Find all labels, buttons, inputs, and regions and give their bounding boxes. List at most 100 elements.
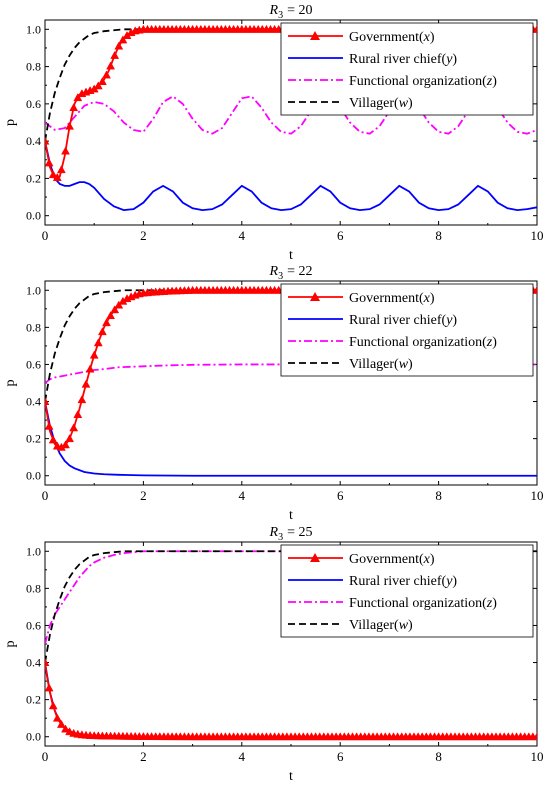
legend-label-w: Villager(w) bbox=[349, 357, 413, 372]
series-marker-x bbox=[65, 121, 75, 130]
legend-label-x: Government(x) bbox=[349, 30, 435, 45]
legend-label-x: Government(x) bbox=[349, 291, 435, 306]
series-line-z bbox=[45, 363, 537, 384]
series-marker-x bbox=[532, 24, 537, 33]
title-value: = 20 bbox=[287, 3, 312, 18]
series-marker-x bbox=[81, 379, 91, 388]
y-tick-label: 0.0 bbox=[26, 209, 41, 223]
legend: Government(x) Rural river chief(y) Functio… bbox=[280, 283, 534, 377]
series-line-z bbox=[45, 95, 537, 135]
legend-marker-x bbox=[310, 553, 320, 562]
series-marker-x bbox=[69, 423, 79, 432]
series-marker-x bbox=[48, 435, 58, 444]
x-tick-label: 6 bbox=[337, 488, 344, 503]
series-marker-x bbox=[73, 410, 83, 418]
legend-label-y: Rural river chief(y) bbox=[349, 313, 457, 328]
series-marker-x bbox=[114, 41, 124, 50]
y-axis-label: p bbox=[3, 641, 18, 648]
series-marker-x bbox=[77, 395, 87, 404]
series-marker-x bbox=[52, 713, 62, 722]
x-tick-label: 0 bbox=[42, 749, 49, 764]
series-marker-x bbox=[52, 172, 62, 181]
y-tick-label: 0.6 bbox=[26, 357, 41, 371]
plot-area bbox=[45, 550, 537, 741]
series-marker-x bbox=[93, 81, 103, 90]
legend-box bbox=[280, 22, 534, 116]
x-tick-label: 8 bbox=[435, 228, 442, 243]
legend-marker-x bbox=[310, 31, 320, 40]
chart-panel-1: R3 = 20 0 2 4 6 8 10 0.0 0.2 0.4 0.6 0.8 1.0 t p Governm… bbox=[3, 3, 544, 263]
title-symbol: R bbox=[269, 525, 279, 540]
series-marker-x bbox=[106, 311, 116, 320]
series-marker-x bbox=[61, 724, 70, 733]
x-tick-label: 6 bbox=[337, 228, 344, 243]
series-marker-x bbox=[97, 76, 107, 85]
series-marker-x bbox=[48, 170, 58, 179]
title-value: = 22 bbox=[287, 264, 312, 279]
series-marker-x bbox=[89, 350, 99, 359]
series-marker-x bbox=[110, 305, 120, 314]
x-tick-label: 2 bbox=[140, 228, 147, 243]
series-marker-x bbox=[45, 397, 50, 405]
x-tick-label: 10 bbox=[531, 488, 544, 503]
y-tick-label: 0.0 bbox=[26, 730, 41, 744]
y-tick-label: 0.4 bbox=[26, 656, 41, 670]
series-line-y bbox=[45, 140, 537, 212]
y-tick-label: 0.2 bbox=[26, 171, 41, 185]
title-symbol: R bbox=[269, 264, 279, 279]
series-marker-x bbox=[45, 683, 54, 692]
y-tick-label: 0.2 bbox=[26, 693, 41, 707]
y-tick-label: 0.8 bbox=[26, 60, 41, 74]
series-marker-x bbox=[97, 327, 107, 336]
title-subscript: 3 bbox=[278, 271, 283, 282]
title-subscript: 3 bbox=[278, 10, 283, 21]
chart-panel-2: R3 = 22 0 2 4 6 8 10 0.0 0.2 0.4 0.6 0.8 1.0 t p Governm… bbox=[3, 264, 544, 523]
x-tick-label: 0 bbox=[42, 488, 49, 503]
series-marker-x bbox=[106, 61, 116, 70]
legend: Government(x) Rural river chief(y) Functio… bbox=[280, 22, 534, 116]
series-marker-x bbox=[102, 318, 111, 327]
x-axis-label: t bbox=[289, 769, 293, 784]
series-marker-x bbox=[56, 719, 66, 728]
series-marker-x bbox=[61, 440, 70, 449]
chart-title: R3 = 20 bbox=[269, 3, 313, 21]
y-axis-label: p bbox=[3, 119, 18, 126]
series-marker-x bbox=[45, 421, 54, 430]
x-tick-label: 2 bbox=[140, 749, 147, 764]
x-tick-label: 8 bbox=[435, 488, 442, 503]
x-tick-label: 8 bbox=[435, 749, 442, 764]
series-marker-x bbox=[69, 103, 79, 112]
legend-box bbox=[280, 544, 534, 638]
y-tick-label: 1.0 bbox=[26, 283, 41, 297]
legend-label-y: Rural river chief(y) bbox=[349, 574, 457, 589]
chart-title: R3 = 25 bbox=[269, 525, 313, 543]
y-tick-label: 0.6 bbox=[26, 97, 41, 111]
x-tick-label: 0 bbox=[42, 228, 49, 243]
y-tick-label: 0.4 bbox=[26, 395, 41, 409]
series-marker-x bbox=[73, 93, 83, 102]
y-tick-label: 1.0 bbox=[26, 544, 41, 558]
series-marker-x bbox=[45, 658, 50, 666]
y-tick-label: 0.8 bbox=[26, 320, 41, 334]
series-marker-x bbox=[110, 50, 120, 59]
x-axis-label: t bbox=[289, 248, 293, 263]
legend-label-y: Rural river chief(y) bbox=[349, 52, 457, 67]
y-tick-label: 0.2 bbox=[26, 432, 41, 446]
series-marker-x bbox=[56, 165, 66, 174]
series-line-y bbox=[45, 401, 537, 477]
y-tick-label: 1.0 bbox=[26, 22, 41, 36]
series-marker-x bbox=[114, 300, 124, 309]
series-marker-x bbox=[48, 701, 58, 710]
series-marker-x bbox=[61, 146, 70, 155]
legend-marker-x bbox=[310, 292, 320, 301]
series-marker-x bbox=[93, 338, 103, 347]
x-tick-label: 4 bbox=[239, 749, 246, 764]
title-value: = 25 bbox=[287, 525, 312, 540]
y-tick-label: 0.8 bbox=[26, 581, 41, 595]
chart-panel-3: R3 = 25 0 2 4 6 8 10 0.0 0.2 0.4 0.6 0.8 1.0 t p Governm… bbox=[3, 525, 544, 784]
legend-label-w: Villager(w) bbox=[349, 96, 413, 111]
legend-label-z: Functional organization(z) bbox=[349, 335, 497, 350]
legend-label-z: Functional organization(z) bbox=[349, 596, 497, 611]
legend-box bbox=[280, 283, 534, 377]
